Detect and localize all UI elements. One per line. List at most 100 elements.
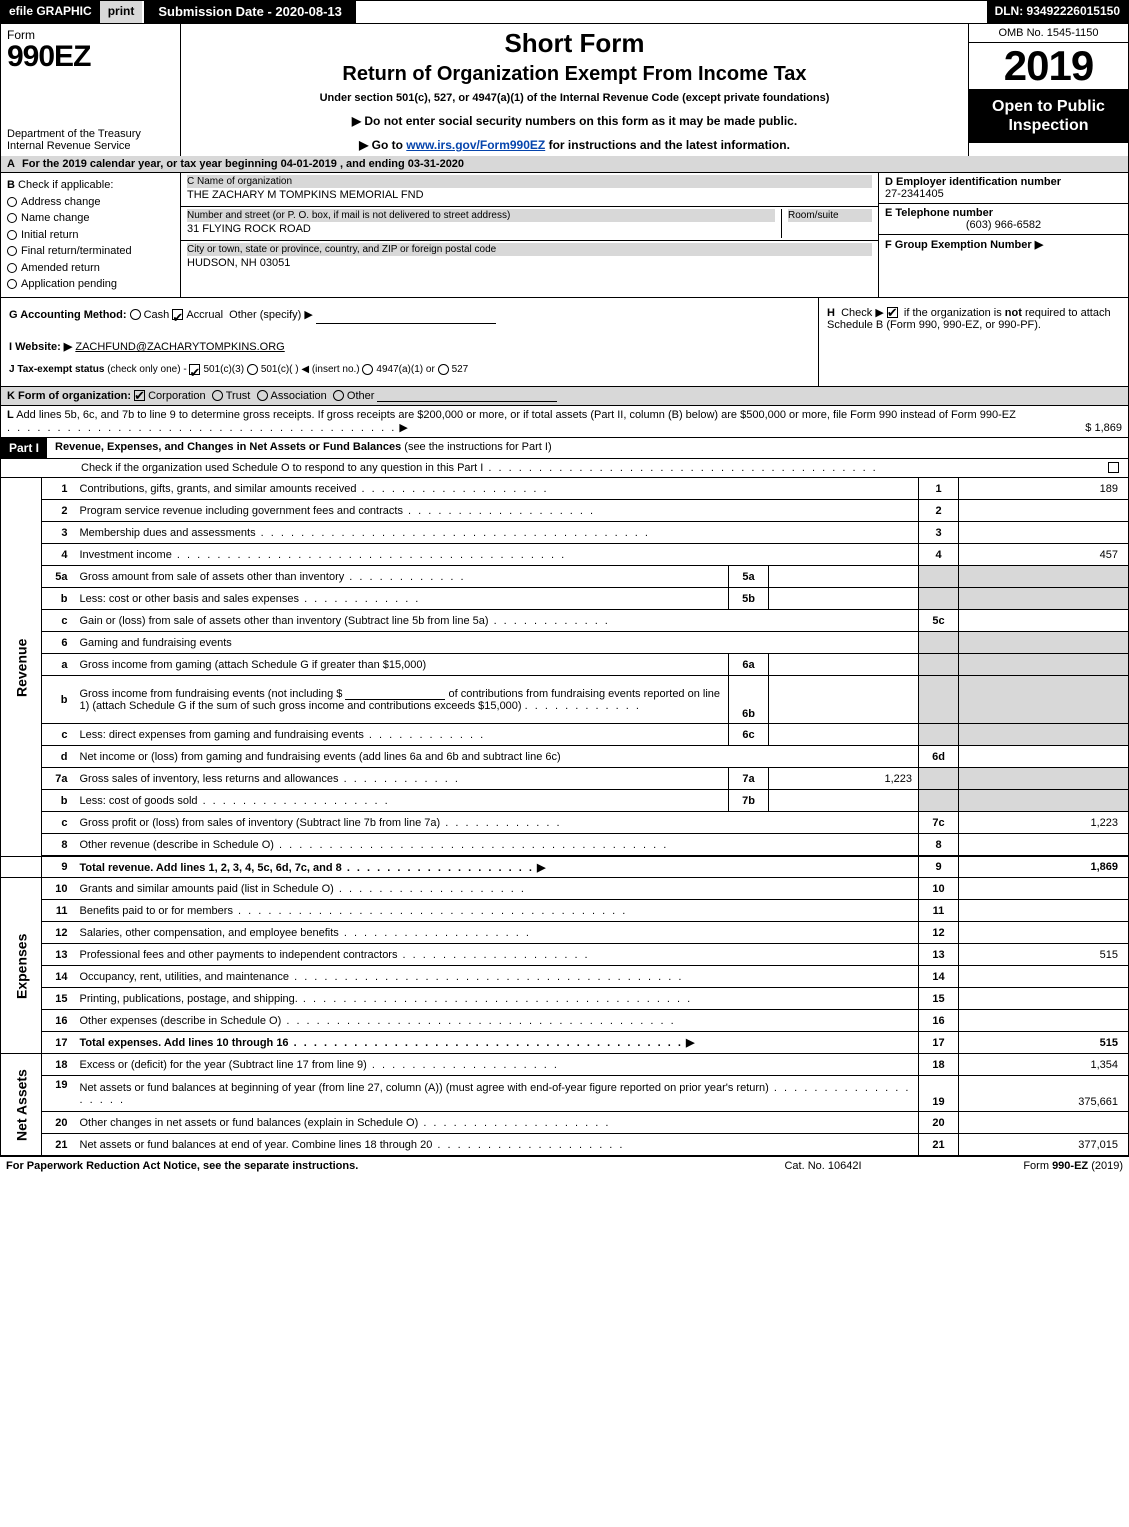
revenue-side-label: Revenue [1,478,42,856]
j-label: J Tax-exempt status [9,364,104,375]
line-num: 9 [42,856,76,878]
department-label: Department of the Treasury [7,128,174,140]
dots [418,1117,610,1129]
line-desc: Less: cost of goods sold [80,795,198,807]
row-h: H Check ▶ if the organization is not req… [818,298,1128,386]
line-amount [959,522,1129,544]
header-mid: Short Form Return of Organization Exempt… [181,24,968,156]
dots [525,700,641,712]
checkbox-icon[interactable] [189,364,200,375]
inner-num: 5b [729,588,769,610]
row-a-text: For the 2019 calendar year, or tax year … [22,158,464,170]
line-amount [959,922,1129,944]
footer-right: Form 990-EZ (2019) [923,1160,1123,1172]
line-num: 20 [42,1112,76,1134]
expenses-side-label: Expenses [1,878,42,1054]
column-b: B Check if applicable: Address change Na… [1,173,181,297]
grey-cell [959,768,1129,790]
print-button[interactable]: print [100,1,143,23]
check-amended-return[interactable]: Amended return [7,260,174,277]
line-desc: Other expenses (describe in Schedule O) [80,1015,282,1027]
line-amount [959,500,1129,522]
contribution-input[interactable] [345,688,445,700]
dots [334,883,526,895]
line-ref: 3 [919,522,959,544]
line-amount: 1,223 [959,812,1129,834]
circle-icon[interactable] [247,364,258,375]
circle-icon[interactable] [257,390,268,401]
line-desc: Less: cost or other basis and sales expe… [80,593,300,605]
website-value[interactable]: ZACHFUND@ZACHARYTOMPKINS.ORG [75,341,284,353]
submission-date: Submission Date - 2020-08-13 [142,1,358,23]
circle-icon [7,197,17,207]
j-501c: 501(c)( ) ◀ (insert no.) [261,364,360,375]
line-num: c [42,610,76,632]
checkbox-icon[interactable] [887,307,898,318]
circle-icon[interactable] [438,364,449,375]
line-num: b [42,676,76,724]
warning-line-1: ▶ Do not enter social security numbers o… [191,114,958,128]
grey-cell [919,566,959,588]
check-initial-return[interactable]: Initial return [7,227,174,244]
grey-cell [919,768,959,790]
line-num: c [42,812,76,834]
checkbox-icon[interactable] [134,390,145,401]
footer: For Paperwork Reduction Act Notice, see … [0,1156,1129,1175]
line-desc: Professional fees and other payments to … [80,949,398,961]
line-desc-1: Gross income from fundraising events (no… [80,688,343,700]
circle-icon[interactable] [130,309,141,320]
k-trust: Trust [226,390,251,402]
line-desc: Benefits paid to or for members [80,905,233,917]
line-desc: Net income or (loss) from gaming and fun… [80,751,561,763]
line-desc: Gross income from gaming (attach Schedul… [80,659,427,671]
row-j: J Tax-exempt status (check only one) - 5… [9,361,810,378]
line-desc: Salaries, other compensation, and employ… [80,927,339,939]
line-ref: 6d [919,746,959,768]
irs-link[interactable]: www.irs.gov/Form990EZ [406,138,545,152]
footer-mid: Cat. No. 10642I [723,1160,923,1172]
grey-cell [919,632,959,654]
inner-num: 6c [729,724,769,746]
tel-label: E Telephone number [885,207,993,219]
line-desc: Net assets or fund balances at end of ye… [80,1139,433,1151]
line-ref: 18 [919,1054,959,1076]
dots [274,839,668,851]
line-ref: 7c [919,812,959,834]
line-num: 7a [42,768,76,790]
line-desc: Other changes in net assets or fund bala… [80,1117,419,1129]
circle-icon[interactable] [362,364,373,375]
inner-val [769,676,919,724]
check-final-return[interactable]: Final return/terminated [7,243,174,260]
circle-icon[interactable] [333,390,344,401]
checkbox-icon[interactable] [172,309,183,320]
line-desc: Program service revenue including govern… [80,505,403,517]
dots [198,795,390,807]
grey-cell [959,676,1129,724]
check-name-change[interactable]: Name change [7,210,174,227]
g-other-input[interactable] [316,312,496,324]
check-address-change[interactable]: Address change [7,194,174,211]
k-other-input[interactable] [377,390,557,402]
line-desc: Gross amount from sale of assets other t… [80,571,345,583]
grey-cell [919,654,959,676]
form-subtext: Under section 501(c), 527, or 4947(a)(1)… [191,92,958,104]
circle-icon[interactable] [212,390,223,401]
line-ref: 16 [919,1010,959,1032]
inner-val [769,790,919,812]
h-not: not [1005,307,1022,319]
dots [432,1139,624,1151]
checkbox-icon[interactable] [1108,462,1119,473]
part-i-label: Part I [1,438,47,458]
header-left: Form 990EZ Department of the Treasury In… [1,24,181,156]
line-ref: 11 [919,900,959,922]
line-desc: Gross profit or (loss) from sales of inv… [80,817,441,829]
line-num: 10 [42,878,76,900]
line-num: 14 [42,966,76,988]
schedo-text: Check if the organization used Schedule … [81,462,483,474]
dots [172,549,566,561]
circle-icon [7,279,17,289]
col-b-label: B [7,179,15,191]
inner-num: 6a [729,654,769,676]
line-num: 11 [42,900,76,922]
check-application-pending[interactable]: Application pending [7,276,174,293]
